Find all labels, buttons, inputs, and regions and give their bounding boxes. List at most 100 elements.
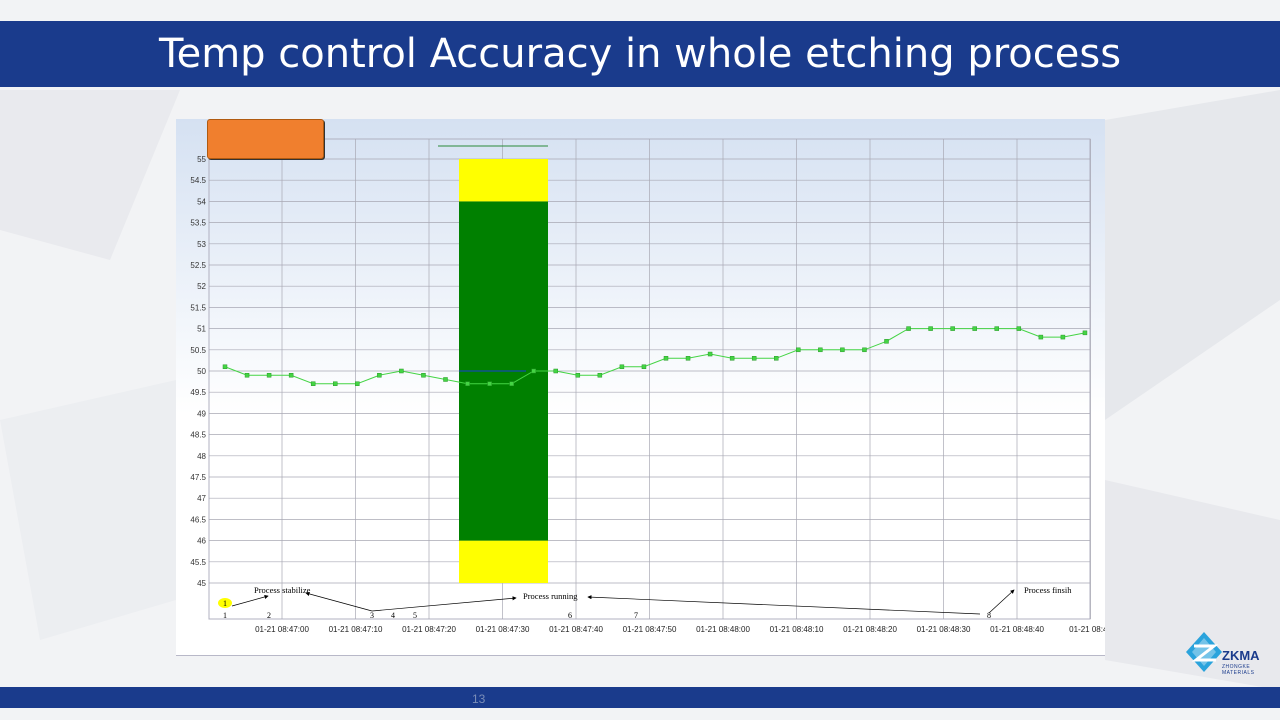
data-point <box>928 326 933 331</box>
y-tick-label: 51 <box>197 325 206 334</box>
data-point <box>575 372 581 378</box>
legend-box <box>207 119 324 159</box>
annotation-arrow <box>371 596 517 612</box>
data-point <box>509 381 514 386</box>
page-number: 13 <box>472 692 486 706</box>
x-tick-label: 01-21 08:47:50 <box>623 625 677 634</box>
data-point <box>685 356 691 361</box>
highlight-marker-label: 1 <box>223 599 227 608</box>
logo-subtitle: ZHONGKE MATERIALS <box>1222 664 1255 676</box>
x-tick-label: 01-21 08:48:20 <box>843 625 897 634</box>
annotation-arrow <box>587 595 981 615</box>
x-tick-label: 01-21 08:47:10 <box>329 625 383 634</box>
data-point <box>663 356 669 361</box>
x-tick-label: 01-21 08:48:00 <box>696 625 750 634</box>
data-point <box>818 347 823 353</box>
y-tick-label: 51.5 <box>190 303 206 312</box>
marker-number: 5 <box>413 611 417 620</box>
x-tick-label: 01-21 08:48:30 <box>917 625 971 634</box>
y-tick-label: 46.5 <box>190 515 206 524</box>
x-tick-label: 01-21 08:47:40 <box>549 625 603 634</box>
y-tick-label: 47 <box>197 494 206 503</box>
y-tick-label: 48.5 <box>190 431 206 440</box>
y-tick-label: 52.5 <box>190 261 206 270</box>
data-point <box>553 368 558 374</box>
y-tick-label: 50.5 <box>190 346 206 355</box>
data-point <box>355 381 360 386</box>
data-point <box>1038 334 1044 340</box>
data-point <box>399 368 404 374</box>
data-point <box>333 381 338 386</box>
data-point <box>244 372 250 378</box>
marker-number: 3 <box>370 611 374 620</box>
y-tick-label: 49.5 <box>190 388 206 397</box>
y-tick-label: 54 <box>197 197 206 206</box>
data-point <box>707 351 713 357</box>
annotation-arrow <box>988 589 1015 614</box>
data-point <box>1082 330 1088 336</box>
data-point <box>906 326 911 331</box>
annotation-text: Process stabilize <box>254 585 311 595</box>
y-tick-label: 52 <box>197 282 206 291</box>
data-point <box>487 381 492 386</box>
y-tick-label: 46 <box>197 537 206 546</box>
data-point <box>774 356 779 361</box>
data-point <box>994 326 999 331</box>
marker-number: 8 <box>987 611 991 620</box>
data-point <box>465 381 470 386</box>
data-point <box>531 368 536 374</box>
data-point <box>641 364 647 370</box>
annotation-arrow <box>231 594 269 607</box>
y-tick-label: 45 <box>197 579 206 588</box>
x-tick-label: 01-21 08:48:40 <box>990 625 1044 634</box>
data-point <box>729 356 735 361</box>
data-point <box>619 364 625 370</box>
y-tick-label: 47.5 <box>190 473 206 482</box>
data-point <box>222 364 228 370</box>
temperature-chart: 4545.54646.54747.54848.54949.55050.55151… <box>190 138 1105 634</box>
y-tick-label: 53 <box>197 240 206 249</box>
company-logo-icon <box>1186 632 1222 672</box>
x-tick-label: 01-21 08:48:10 <box>770 625 824 634</box>
logo-text: ZKMA <box>1222 648 1260 663</box>
data-point <box>443 377 448 382</box>
control-band <box>459 159 548 202</box>
data-point <box>950 326 955 331</box>
y-tick-label: 54.5 <box>190 176 206 185</box>
data-point <box>266 372 272 378</box>
x-tick-label: 01-21 08:48 <box>1069 625 1105 634</box>
data-point <box>1060 334 1066 340</box>
annotation-text: Process running <box>523 591 578 601</box>
footer-bar <box>0 687 1280 708</box>
data-point <box>1016 326 1022 331</box>
data-point <box>421 372 426 378</box>
data-point <box>310 381 316 386</box>
title-bar: Temp control Accuracy in whole etching p… <box>0 21 1280 87</box>
data-point <box>288 372 294 378</box>
chart-panel <box>176 119 1105 656</box>
slide-title: Temp control Accuracy in whole etching p… <box>158 31 1122 77</box>
x-tick-label: 01-21 08:47:00 <box>255 625 309 634</box>
data-point <box>884 339 889 344</box>
series-line <box>224 328 1086 385</box>
x-tick-label: 01-21 08:47:30 <box>476 625 530 634</box>
y-tick-label: 53.5 <box>190 219 206 228</box>
control-band <box>459 540 548 583</box>
data-point <box>377 372 382 378</box>
x-tick-label: 01-21 08:47:20 <box>402 625 456 634</box>
annotation-arrow <box>305 591 373 612</box>
data-point <box>796 347 801 353</box>
marker-number: 6 <box>568 611 572 620</box>
y-tick-label: 48 <box>197 452 206 461</box>
y-tick-label: 50 <box>197 367 206 376</box>
marker-number: 2 <box>267 611 271 620</box>
data-point <box>840 347 845 353</box>
marker-number: 1 <box>223 611 227 620</box>
annotation-text: Process finsih <box>1024 585 1072 595</box>
data-point <box>751 356 757 361</box>
highlight-marker-circle <box>218 598 232 608</box>
data-point <box>597 372 603 378</box>
marker-number: 7 <box>634 611 638 620</box>
marker-number: 4 <box>391 611 395 620</box>
